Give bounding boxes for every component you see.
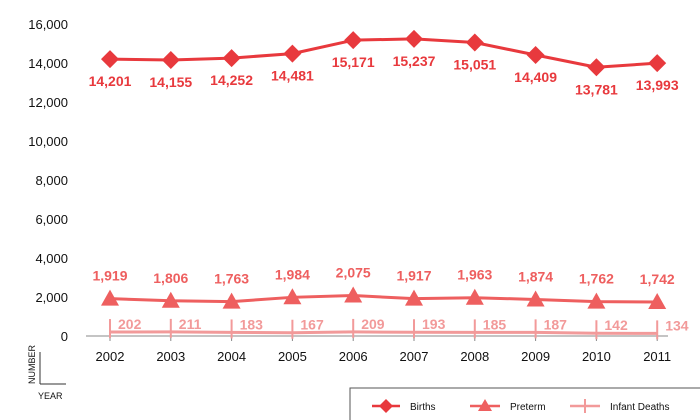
data-label-births: 14,252 [210, 72, 253, 88]
data-label-infant-deaths: 209 [361, 316, 385, 332]
preterm-point [526, 290, 545, 307]
y-tick-label: 0 [61, 329, 68, 344]
data-label-infant-deaths: 187 [544, 316, 568, 332]
data-label-infant-deaths: 167 [300, 317, 324, 333]
data-label-preterm: 1,984 [275, 266, 310, 282]
y-tick-label: 12,000 [28, 95, 68, 110]
x-tick-label: 2006 [339, 349, 368, 364]
preterm-point [222, 292, 241, 309]
x-tick-label: 2003 [156, 349, 185, 364]
data-label-infant-deaths: 211 [179, 316, 202, 332]
data-label-births: 14,409 [514, 69, 557, 85]
data-label-births: 15,051 [453, 57, 496, 73]
preterm-point [465, 288, 484, 305]
legend: Births Preterm Infant Deaths [349, 387, 700, 420]
x-tick-label: 2009 [521, 349, 550, 364]
births-point [526, 46, 545, 65]
data-label-births: 13,993 [636, 77, 679, 93]
data-label-births: 14,201 [89, 73, 132, 89]
y-tick-label: 2,000 [35, 290, 68, 305]
y-tick-label: 14,000 [28, 56, 68, 71]
x-axis-ticks: 2002 2003 2004 2005 2006 2007 2008 2009 2010 2011 [96, 336, 671, 364]
legend-item-births: Births [372, 399, 436, 413]
births-point [587, 58, 606, 77]
legend-label-preterm: Preterm [510, 402, 546, 413]
births-point [405, 29, 423, 48]
preterm-point [161, 291, 180, 308]
y-tick-label: 10,000 [28, 134, 68, 149]
y-tick-label: 6,000 [35, 212, 68, 227]
births-point [161, 50, 180, 69]
data-label-preterm: 1,874 [518, 268, 553, 284]
births-point [101, 50, 119, 69]
series-line-infant-deaths [109, 330, 658, 335]
legend-item-infant-deaths: Infant Deaths [570, 399, 669, 413]
data-label-layer: 14,201 14,155 14,252 14,481 15,171 15,237 15,0… [89, 53, 689, 334]
preterm-point [101, 289, 119, 306]
preterm-point [405, 289, 423, 306]
births-point [222, 49, 241, 68]
births-point [283, 44, 302, 63]
data-label-births: 14,155 [149, 74, 192, 90]
y-tick-label: 4,000 [35, 251, 68, 266]
data-label-infant-deaths: 183 [240, 316, 264, 332]
data-label-preterm: 2,075 [336, 265, 371, 281]
x-tick-label: 2011 [643, 349, 671, 364]
y-tick-label: 8,000 [35, 173, 68, 188]
data-label-infant-deaths: 134 [665, 317, 689, 333]
data-label-preterm: 1,806 [153, 270, 188, 286]
legend-label-births: Births [410, 402, 436, 413]
x-tick-label: 2008 [460, 349, 489, 364]
preterm-point [344, 286, 363, 303]
preterm-point [283, 288, 302, 305]
births-point [344, 31, 363, 50]
axis-title-corner: NUMBER YEAR [27, 344, 66, 401]
data-label-preterm: 1,917 [396, 268, 431, 284]
births-point [648, 54, 667, 73]
y-axis-title: NUMBER [27, 344, 37, 384]
x-tick-label: 2002 [96, 349, 125, 364]
data-label-preterm: 1,742 [640, 271, 675, 287]
legend-label-infant-deaths: Infant Deaths [610, 402, 669, 413]
y-tick-label: 16,000 [28, 17, 68, 32]
x-tick-label: 2007 [400, 349, 429, 364]
x-tick-label: 2004 [217, 349, 246, 364]
data-label-infant-deaths: 193 [422, 316, 446, 332]
series-line-births [109, 37, 658, 69]
legend-diamond-icon [379, 399, 393, 413]
data-label-infant-deaths: 142 [604, 317, 628, 333]
data-label-preterm: 1,963 [457, 267, 492, 283]
data-label-preterm: 1,762 [579, 271, 614, 287]
x-tick-label: 2005 [278, 349, 307, 364]
data-label-infant-deaths: 185 [483, 316, 507, 332]
data-label-infant-deaths: 202 [118, 316, 142, 332]
x-tick-label: 2010 [582, 349, 611, 364]
data-label-births: 14,481 [271, 68, 314, 84]
legend-item-preterm: Preterm [470, 399, 546, 413]
data-label-births: 13,781 [575, 81, 618, 97]
data-label-births: 15,237 [393, 53, 436, 69]
legend-box [349, 387, 700, 420]
births-point [465, 33, 484, 52]
data-label-preterm: 1,919 [92, 268, 127, 284]
legend-triangle-icon [478, 399, 492, 411]
y-axis-ticks: 0 2,000 4,000 6,000 8,000 10,000 12,000 14,000 1… [28, 17, 68, 344]
series-layer [101, 29, 667, 340]
series-line-preterm [109, 294, 658, 304]
preterm-point [648, 293, 667, 310]
data-label-births: 15,171 [332, 54, 375, 70]
x-axis-title: YEAR [38, 391, 63, 401]
data-label-preterm: 1,763 [214, 271, 249, 287]
preterm-point [587, 292, 606, 309]
